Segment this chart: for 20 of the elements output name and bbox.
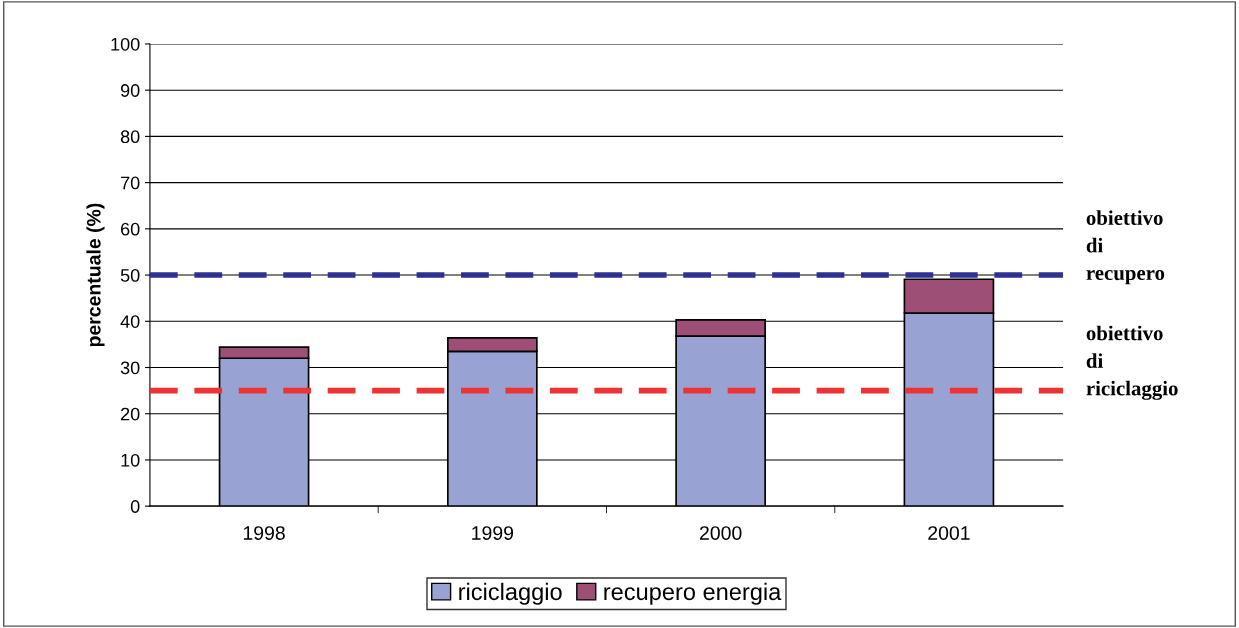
x-tick-label: 1999 xyxy=(472,526,514,540)
y-tick-label: 10 xyxy=(121,453,140,467)
y-tick-label: 20 xyxy=(121,407,140,421)
x-tick-label: 1998 xyxy=(243,526,285,540)
ref-line-label: obiettivo di recupero xyxy=(1086,210,1165,285)
y-axis-title: percentuale (%) xyxy=(86,203,105,347)
y-tick-label: 70 xyxy=(121,176,140,190)
legend-label: riciclaggio xyxy=(459,582,562,605)
y-tick-label: 60 xyxy=(121,222,140,236)
y-tick-label: 80 xyxy=(120,130,140,144)
x-tick-label: 2000 xyxy=(699,526,742,540)
y-tick-label: 40 xyxy=(120,315,140,328)
y-tick-label: 50 xyxy=(120,269,140,282)
x-tick-label: 2001 xyxy=(928,526,970,540)
y-tick-label: 100 xyxy=(111,37,140,51)
y-tick-label: 30 xyxy=(120,361,140,375)
y-tick-label: 0 xyxy=(130,500,140,513)
ref-line-label: obiettivo di riciclaggio xyxy=(1086,325,1178,400)
y-tick-label: 90 xyxy=(120,84,140,97)
legend-label: recupero energia xyxy=(604,582,782,605)
